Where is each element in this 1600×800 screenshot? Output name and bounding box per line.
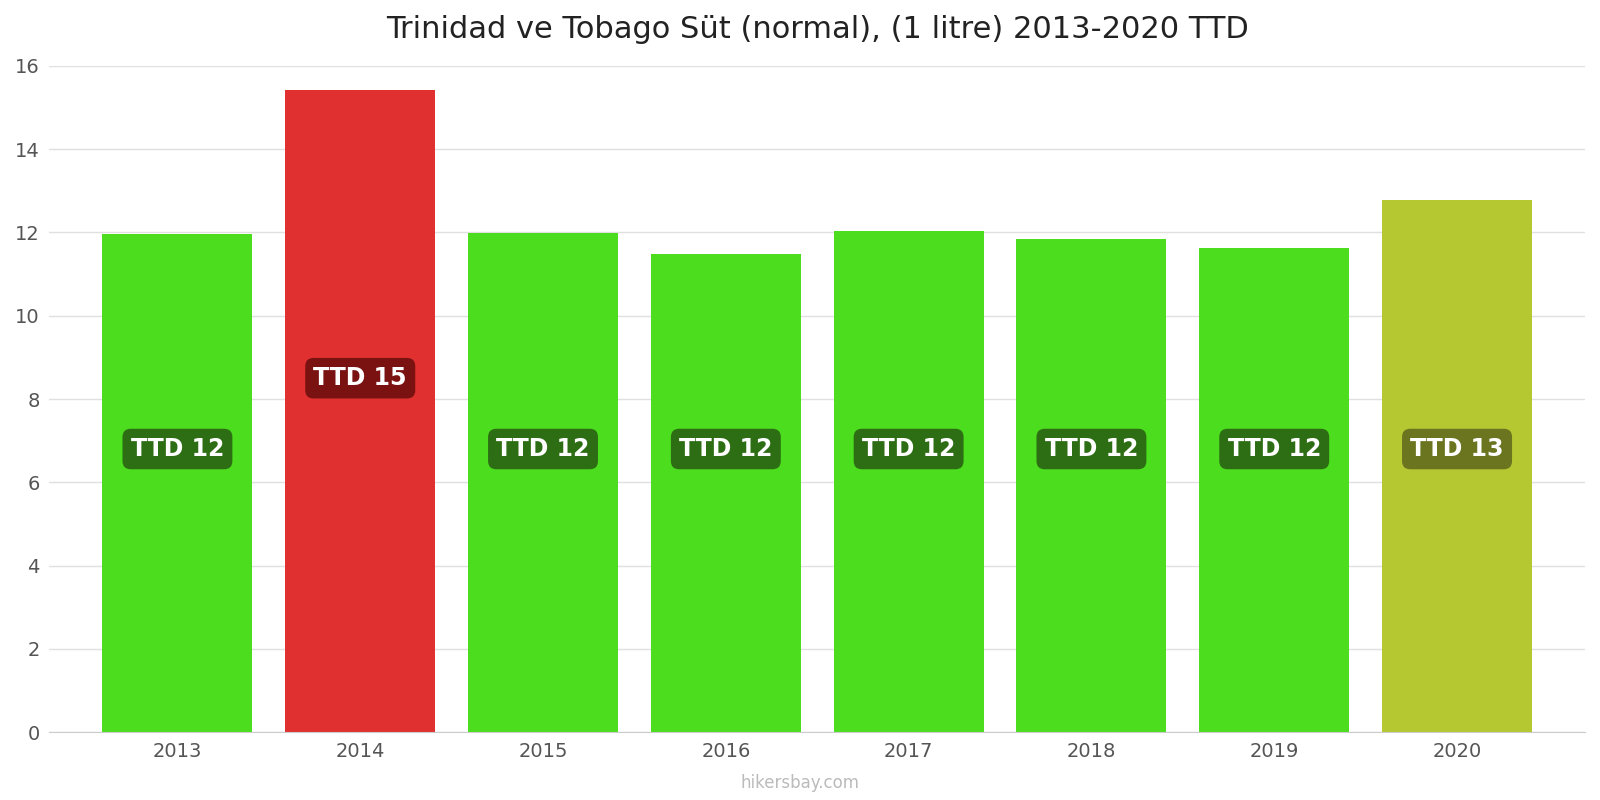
Bar: [651, 254, 800, 732]
Text: hikersbay.com: hikersbay.com: [741, 774, 859, 792]
Bar: [102, 234, 253, 732]
Text: TTD 12: TTD 12: [496, 437, 590, 461]
Bar: [1200, 248, 1349, 732]
Title: Trinidad ve Tobago Süt (normal), (1 litre) 2013-2020 TTD: Trinidad ve Tobago Süt (normal), (1 litr…: [386, 15, 1248, 44]
Bar: [1016, 239, 1166, 732]
Bar: [1382, 200, 1531, 732]
Text: TTD 12: TTD 12: [1227, 437, 1322, 461]
Text: TTD 12: TTD 12: [678, 437, 773, 461]
Bar: [834, 231, 984, 732]
Text: TTD 15: TTD 15: [314, 366, 406, 390]
Text: TTD 12: TTD 12: [131, 437, 224, 461]
Text: TTD 13: TTD 13: [1410, 437, 1504, 461]
Bar: [469, 234, 618, 732]
Bar: [285, 90, 435, 732]
Text: TTD 12: TTD 12: [1045, 437, 1138, 461]
Text: TTD 12: TTD 12: [862, 437, 955, 461]
